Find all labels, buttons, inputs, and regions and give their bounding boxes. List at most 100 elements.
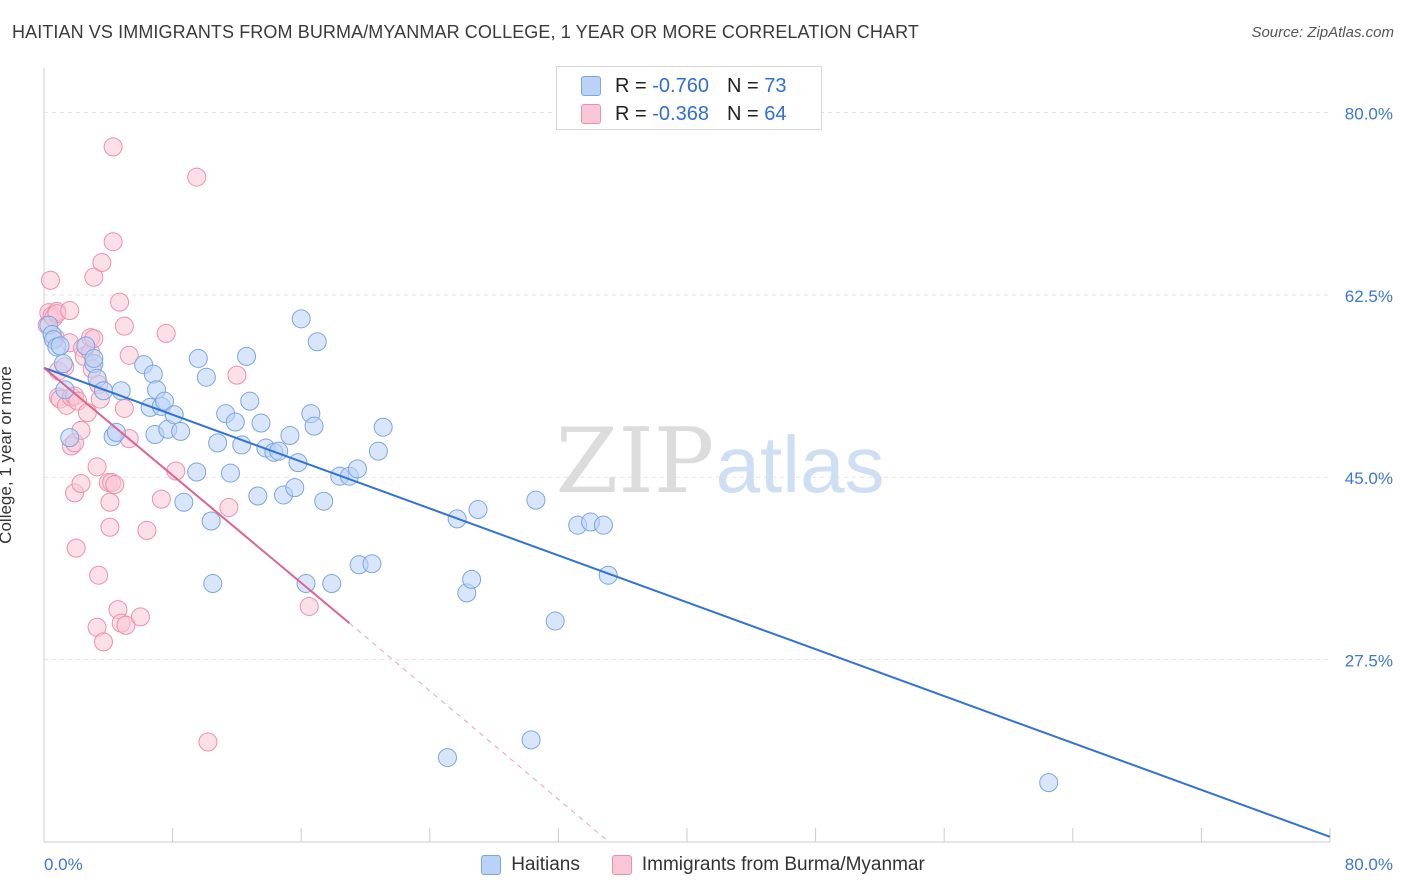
bottom-legend: Haitians Immigrants from Burma/Myanmar [0, 850, 1406, 880]
burma-point [137, 520, 157, 540]
haitian-point [187, 462, 207, 482]
haitian-point [240, 391, 260, 411]
burma-point [103, 137, 123, 157]
haitian-point [598, 565, 618, 585]
haitian-point [225, 412, 245, 432]
haitian-point [521, 730, 541, 750]
chart-title: HAITIAN VS IMMIGRANTS FROM BURMA/MYANMAR… [12, 22, 919, 42]
burma-point [110, 292, 130, 312]
haitians-swatch [581, 76, 601, 96]
burma-point [100, 517, 120, 537]
haitian-point [232, 435, 252, 455]
haitians-r-value: -0.760 [652, 74, 709, 97]
haitian-point [314, 491, 334, 511]
burma-point [93, 632, 113, 652]
x-tick-label: 80.0% [1345, 855, 1393, 874]
legend-item-burma[interactable]: Immigrants from Burma/Myanmar [611, 854, 925, 876]
haitian-point [174, 492, 194, 512]
stats-row-haitians: R = -0.760 N = 73 [557, 71, 786, 101]
haitian-point [208, 433, 228, 453]
stats-row-burma: R = -0.368 N = 64 [557, 99, 786, 129]
legend-item-haitians[interactable]: Haitians [481, 854, 580, 876]
burma-point [100, 492, 120, 512]
haitian-point [468, 500, 488, 520]
haitian-points [39, 309, 1059, 793]
x-tick-label: 0.0% [44, 855, 83, 874]
haitian-point [526, 490, 546, 510]
haitian-point [307, 332, 327, 352]
haitian-point [155, 391, 175, 411]
burma-point [60, 300, 80, 320]
haitian-point [251, 413, 271, 433]
burma-point [130, 607, 150, 627]
burma-point [114, 398, 134, 418]
haitian-point [322, 574, 342, 594]
burma-point [66, 538, 86, 558]
haitian-point [285, 478, 305, 498]
burma-point [187, 167, 207, 187]
burma-point [84, 267, 104, 287]
legend-swatch-burma [611, 855, 632, 875]
watermark-zip: ZIP [556, 409, 715, 514]
burma-point [119, 345, 139, 365]
burma-point [77, 403, 97, 423]
y-tick-label: 80.0% [1345, 104, 1393, 123]
stats-legend-box: R = -0.760 N = 73 R = -0.368 N = 64 [556, 66, 822, 130]
trend-line-haitians [43, 366, 1331, 838]
haitian-point [203, 574, 223, 594]
haitian-point [437, 748, 457, 768]
watermark-atlas: atlas [716, 420, 885, 509]
haitian-point [545, 611, 565, 631]
haitian-point [60, 428, 80, 448]
haitian-point [373, 417, 393, 437]
haitian-point [347, 459, 367, 479]
r-label: R = [615, 74, 647, 97]
burma-point [71, 473, 91, 493]
haitians-n-value: 73 [764, 74, 787, 97]
y-tick-label: 62.5% [1345, 287, 1393, 306]
haitian-point [50, 336, 70, 356]
haitian-point [462, 569, 482, 589]
haitian-point [201, 511, 221, 531]
legend-label-haitians: Haitians [511, 854, 580, 875]
legend-label-burma: Immigrants from Burma/Myanmar [641, 854, 925, 875]
burma-point [219, 497, 239, 517]
haitian-point [1039, 773, 1059, 793]
trend-line-burma-extension [349, 622, 607, 841]
burma-point [116, 615, 136, 635]
haitian-point [291, 309, 311, 329]
grid-lines [44, 111, 1330, 661]
watermark: ZIP atlas [556, 409, 885, 514]
burma-point [87, 457, 107, 477]
burma-point [227, 365, 247, 385]
legend-swatch-haitians [481, 855, 502, 875]
burma-point [89, 565, 109, 585]
haitian-point [296, 574, 316, 594]
haitian-point [171, 421, 191, 441]
haitian-point [53, 354, 73, 374]
burma-point [114, 316, 134, 336]
haitian-point [196, 367, 216, 387]
burma-point [198, 732, 218, 752]
n-label: N = [726, 74, 759, 97]
burma-point [103, 232, 123, 252]
burma-point [151, 489, 171, 509]
haitian-point [593, 515, 613, 535]
r-label: R = [615, 102, 647, 125]
trend-line-burma [43, 367, 351, 624]
haitian-point [362, 554, 382, 574]
haitian-point [237, 346, 257, 366]
y-tick-label: 27.5% [1345, 652, 1393, 671]
haitian-point [280, 426, 300, 446]
burma-n-value: 64 [764, 102, 787, 125]
source-label: Source: ZipAtlas.com [1251, 24, 1394, 41]
burma-swatch [581, 104, 601, 124]
trend-lines [43, 366, 1331, 841]
haitian-point [55, 380, 75, 400]
haitian-point [84, 348, 104, 368]
haitian-point [188, 348, 208, 368]
haitian-point [368, 441, 388, 461]
burma-point [92, 253, 112, 273]
burma-point [40, 270, 60, 290]
